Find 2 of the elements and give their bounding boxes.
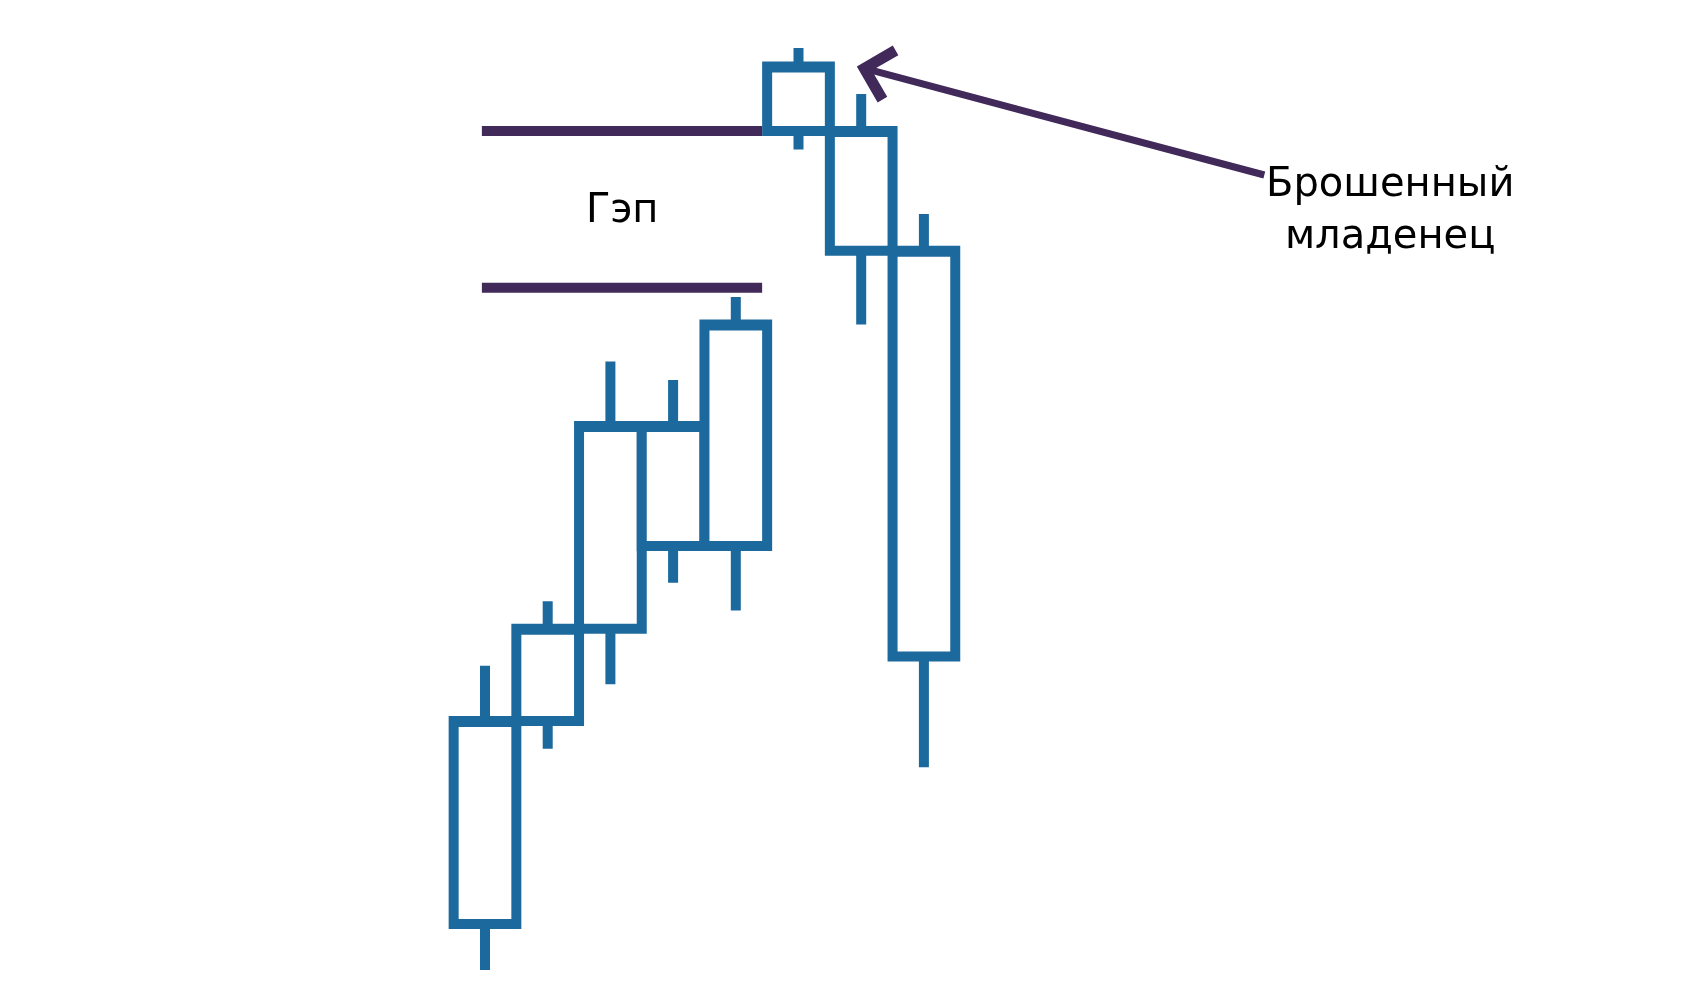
text: Брошенный младенец [1266, 159, 1515, 257]
ref-line-label: Гэп [586, 185, 659, 231]
